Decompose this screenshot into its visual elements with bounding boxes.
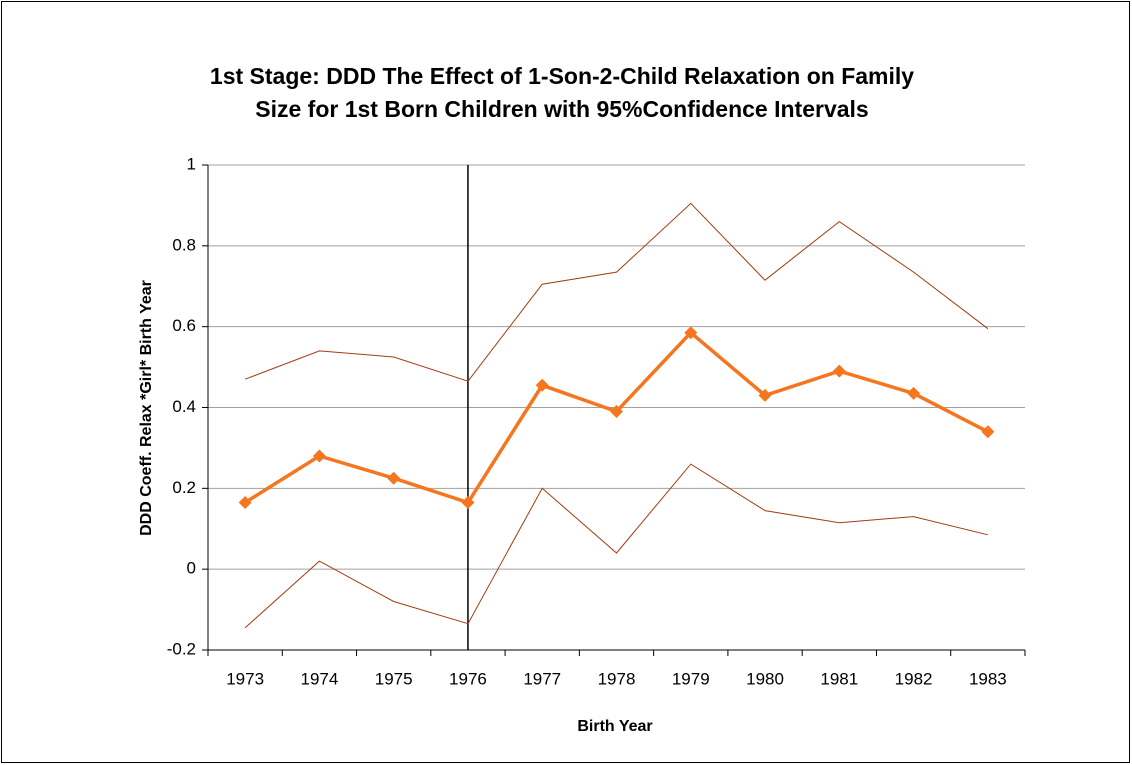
x-tick-label: 1983 bbox=[969, 669, 1007, 688]
y-axis-label: DDD Coeff. Relax *Girl* Birth Year bbox=[138, 280, 155, 536]
x-tick-label: 1973 bbox=[226, 669, 264, 688]
marker bbox=[312, 449, 326, 463]
y-tick-label: -0.2 bbox=[167, 639, 196, 658]
x-tick-label: 1982 bbox=[895, 669, 933, 688]
y-tick-label: 0.4 bbox=[172, 397, 196, 416]
marker bbox=[832, 364, 846, 378]
x-axis-label: Birth Year bbox=[577, 718, 652, 735]
x-tick-label: 1980 bbox=[746, 669, 784, 688]
series-line bbox=[244, 202, 989, 382]
marker bbox=[684, 326, 698, 340]
x-tick-label: 1979 bbox=[672, 669, 710, 688]
series-line bbox=[244, 463, 989, 629]
marker bbox=[535, 378, 549, 392]
x-tick-label: 1981 bbox=[820, 669, 858, 688]
x-tick-label: 1975 bbox=[375, 669, 413, 688]
x-tick-label: 1977 bbox=[523, 669, 561, 688]
x-tick-label: 1976 bbox=[449, 669, 487, 688]
marker bbox=[907, 386, 921, 400]
marker bbox=[387, 471, 401, 485]
x-tick-label: 1974 bbox=[300, 669, 338, 688]
y-tick-label: 1 bbox=[187, 154, 196, 173]
chart-title: 1st Stage: DDD The Effect of 1-Son-2-Chi… bbox=[210, 63, 914, 89]
y-tick-label: 0.8 bbox=[172, 235, 196, 254]
y-tick-label: 0.6 bbox=[172, 316, 196, 335]
y-tick-label: 0.2 bbox=[172, 478, 196, 497]
y-tick-label: 0 bbox=[187, 559, 196, 578]
marker bbox=[610, 405, 623, 419]
marker bbox=[461, 495, 475, 509]
chart-title: Size for 1st Born Children with 95%Confi… bbox=[255, 96, 868, 122]
marker bbox=[758, 388, 772, 402]
x-tick-label: 1978 bbox=[598, 669, 636, 688]
marker bbox=[238, 495, 252, 509]
marker bbox=[981, 425, 995, 439]
